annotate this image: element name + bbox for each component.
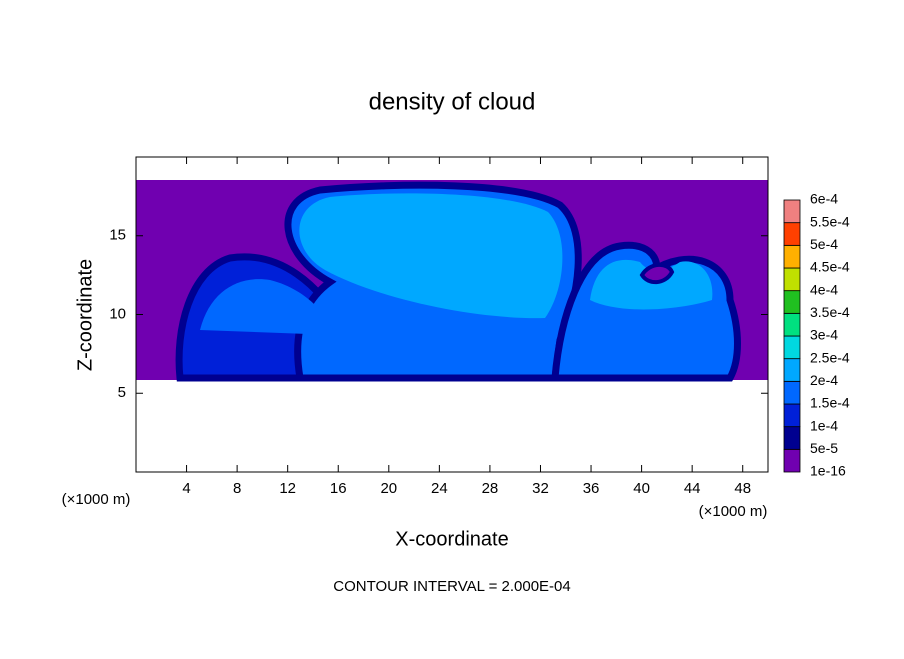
x-unit-label: (×1000 m)	[699, 503, 768, 520]
x-tick-label: 36	[583, 480, 600, 497]
colorbar-box	[783, 448, 801, 473]
y-tick-label: 5	[118, 384, 126, 401]
colorbar-label: 3e-4	[810, 327, 838, 343]
x-tick-label: 16	[330, 480, 347, 497]
colorbar-label: 2e-4	[810, 372, 838, 388]
x-tick-label: 48	[734, 480, 751, 497]
x-tick-label: 20	[380, 480, 397, 497]
y-axis-label: Z-coordinate	[74, 259, 96, 371]
colorbar-label: 1e-16	[810, 463, 846, 479]
x-tick-label: 12	[279, 480, 296, 497]
x-tick-label: 40	[633, 480, 650, 497]
x-tick-label: 32	[532, 480, 549, 497]
x-tick-label: 4	[182, 480, 190, 497]
contour-field	[136, 180, 768, 382]
colorbar-box	[783, 403, 801, 428]
colorbar-label: 1.5e-4	[810, 395, 850, 411]
colorbar-box	[783, 335, 801, 360]
y-unit-label: (×1000 m)	[62, 491, 131, 508]
colorbar-box	[783, 199, 801, 224]
chart-title: density of cloud	[369, 88, 536, 115]
colorbar-box	[783, 222, 801, 246]
colorbar-box	[783, 244, 801, 269]
cloud-region	[200, 279, 335, 335]
x-tick-label: 8	[233, 480, 241, 497]
colorbar-box	[783, 358, 801, 382]
colorbar-label: 5e-5	[810, 440, 838, 456]
colorbar-label: 1e-4	[810, 417, 838, 433]
x-axis-label: X-coordinate	[395, 528, 508, 550]
colorbar-label: 6e-4	[810, 191, 838, 207]
cloud-region	[639, 262, 675, 285]
colorbar-label: 2.5e-4	[810, 349, 850, 365]
colorbar-box	[783, 380, 801, 405]
cloud-core	[590, 259, 713, 310]
colorbar-box	[783, 267, 801, 292]
x-tick-label: 28	[482, 480, 499, 497]
footer-note: CONTOUR INTERVAL = 2.000E-04	[333, 578, 570, 595]
x-tick-label: 44	[684, 480, 701, 497]
cloud-core	[299, 193, 563, 319]
colorbar-box	[783, 290, 801, 314]
x-tick-label: 24	[431, 480, 448, 497]
colorbar-label: 5e-4	[810, 236, 838, 252]
colorbar-box	[783, 426, 801, 450]
colorbar-label: 3.5e-4	[810, 304, 850, 320]
y-tick-label: 10	[109, 305, 126, 322]
y-tick-label: 15	[109, 227, 126, 244]
colorbar-label: 4.5e-4	[810, 259, 850, 275]
colorbar-box	[783, 312, 801, 337]
colorbar-label: 5.5e-4	[810, 213, 850, 229]
colorbar-label: 4e-4	[810, 281, 838, 297]
